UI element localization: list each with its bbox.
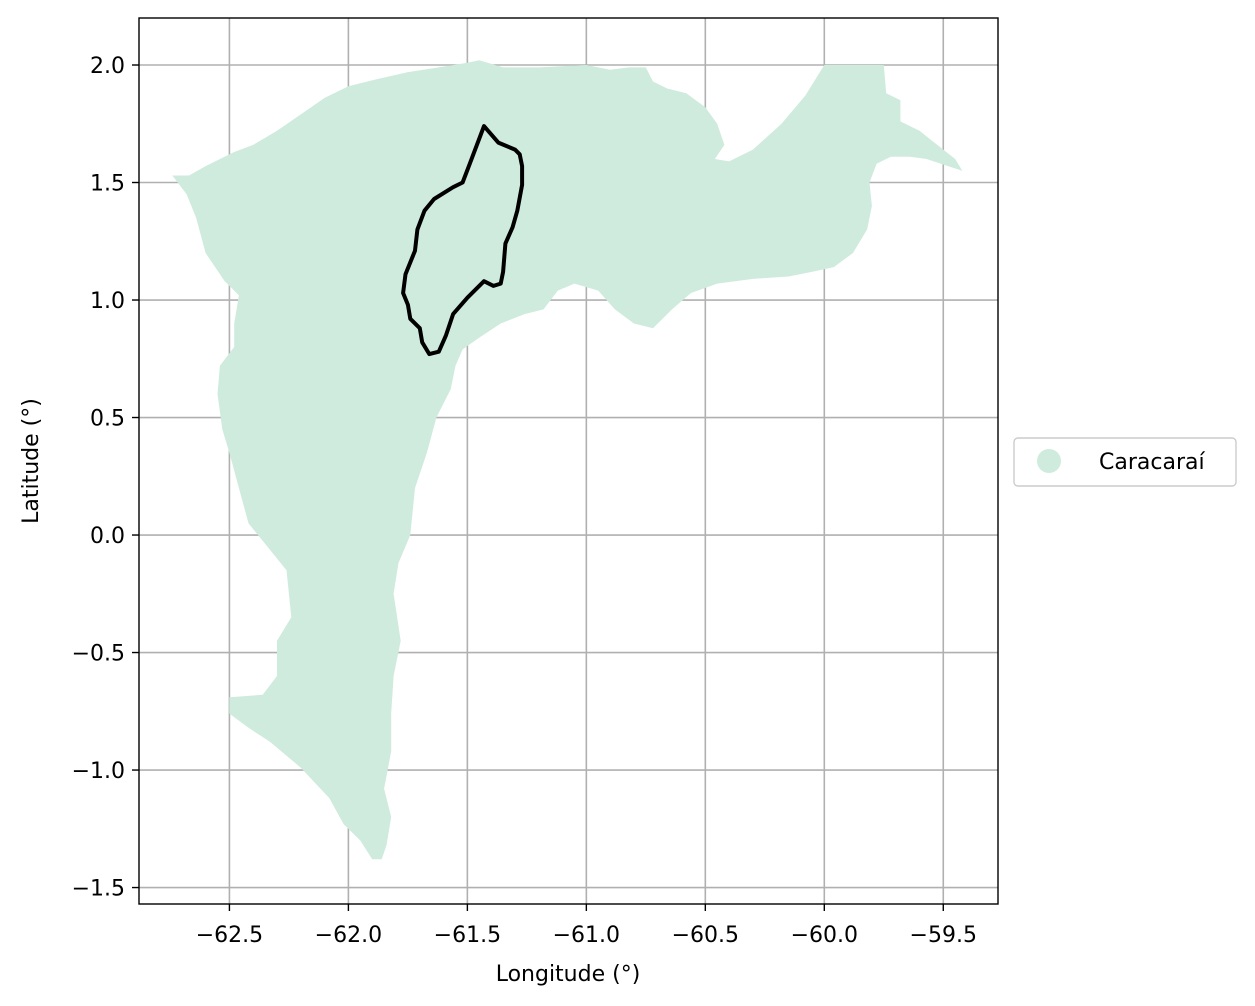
x-axis-title: Longitude (°) — [496, 962, 641, 987]
x-tick-label: −61.0 — [553, 923, 620, 948]
y-tick-label: 0.0 — [90, 524, 125, 549]
x-axis: −62.5 −62.0 −61.5 −61.0 −60.5 −60.0 −59.5 — [196, 904, 977, 948]
y-axis-title: Latitude (°) — [19, 398, 44, 524]
legend: Caracaraí — [1013, 437, 1237, 487]
y-tick-label: −1.5 — [72, 877, 125, 902]
legend-label-caracarai: Caracaraí — [1099, 450, 1205, 475]
legend-box — [1013, 437, 1237, 487]
x-tick-label: −60.5 — [672, 923, 739, 948]
region-polygon-caracarai — [172, 60, 963, 860]
x-tick-label: −62.0 — [315, 923, 382, 948]
plot-frame — [138, 17, 999, 905]
y-tick-label: 2.0 — [90, 54, 125, 79]
y-tick-label: 1.0 — [90, 289, 125, 314]
y-axis: 2.0 1.5 1.0 0.5 0.0 −0.5 −1.0 −1.5 — [72, 54, 139, 902]
y-tick-label: 1.5 — [90, 172, 125, 197]
highlighted-area-outline — [401, 124, 525, 357]
x-tick-label: −62.5 — [196, 923, 263, 948]
y-tick-label: −0.5 — [72, 642, 125, 667]
y-tick-label: −1.0 — [72, 759, 125, 784]
legend-marker-caracarai — [1037, 449, 1061, 473]
x-tick-label: −60.0 — [791, 923, 858, 948]
y-tick-label: 0.5 — [90, 407, 125, 432]
x-tick-label: −61.5 — [434, 923, 501, 948]
plot-area — [138, 17, 999, 905]
x-tick-label: −59.5 — [910, 923, 977, 948]
